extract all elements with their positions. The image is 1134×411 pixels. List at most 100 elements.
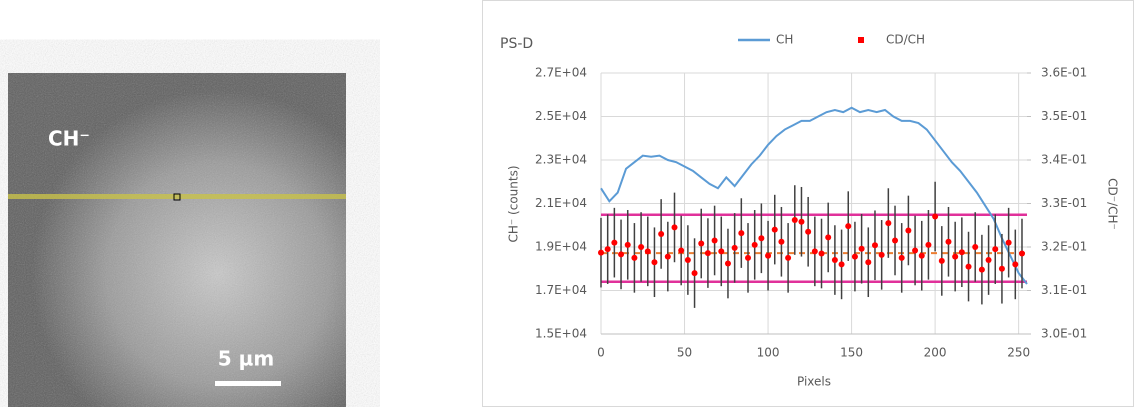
image-label: CH⁻	[48, 127, 90, 151]
ratio-point	[651, 259, 658, 266]
ratio-point	[1005, 239, 1012, 246]
chart-title: PS-D	[500, 36, 533, 52]
ratio-point	[738, 230, 745, 237]
y-tick-label: 1.5E+04	[535, 327, 587, 341]
ratio-point	[912, 247, 919, 254]
ratio-point	[998, 265, 1005, 272]
ratio-point	[698, 240, 705, 247]
ratio-point	[811, 248, 818, 255]
ratio-point	[952, 253, 959, 260]
y2-tick-label: 3.1E-01	[1041, 283, 1087, 297]
y2-tick-label: 3.3E-01	[1041, 196, 1087, 210]
ratio-point	[684, 257, 691, 264]
image-noise	[8, 73, 346, 407]
ratio-point	[1012, 261, 1019, 268]
ratio-point	[831, 257, 838, 264]
y-tick-label: 1.9E+04	[535, 240, 587, 254]
profile-marker	[173, 193, 181, 201]
ratio-point	[604, 246, 611, 253]
ratio-point	[985, 257, 992, 264]
ratio-point	[858, 245, 865, 252]
y-tick-label: 2.5E+04	[535, 109, 587, 123]
y2-tick-label: 3.0E-01	[1041, 327, 1087, 341]
ratio-point	[818, 250, 825, 257]
ratio-point	[865, 259, 872, 266]
y-tick-label: 1.7E+04	[535, 283, 587, 297]
ratio-point	[805, 228, 812, 235]
y-tick-label: 2.1E+04	[535, 196, 587, 210]
y2-tick-label: 3.2E-01	[1041, 240, 1087, 254]
ratio-point	[724, 260, 731, 267]
ratio-point	[992, 246, 999, 253]
scale-bar-label: 5 µm	[218, 347, 274, 371]
y2-tick-label: 3.6E-01	[1041, 66, 1087, 80]
ratio-point	[1018, 250, 1025, 257]
x-tick-label: 200	[924, 346, 947, 360]
ratio-point	[825, 234, 832, 241]
ratio-point	[691, 270, 698, 277]
ratio-point	[624, 241, 631, 248]
ratio-point	[704, 250, 711, 257]
ratio-point	[791, 217, 798, 224]
ratio-point	[972, 244, 979, 250]
y-tick-label: 2.3E+04	[535, 153, 587, 167]
ratio-point	[711, 237, 718, 244]
x-tick-label: 0	[597, 346, 605, 360]
x-tick-label: 250	[1007, 346, 1030, 360]
scale-bar	[215, 381, 281, 386]
ratio-point	[718, 248, 725, 255]
ratio-point	[664, 253, 671, 260]
ratio-point	[978, 266, 985, 273]
ratio-point	[611, 239, 618, 246]
ratio-point	[758, 235, 765, 242]
ratio-point	[638, 244, 645, 250]
ratio-point	[671, 224, 678, 231]
ratio-point	[771, 226, 778, 233]
ratio-point	[598, 249, 604, 256]
ratio-point	[871, 242, 878, 249]
ratio-point	[845, 223, 852, 230]
y-tick-label: 2.7E+04	[535, 66, 587, 80]
ratio-point	[958, 249, 965, 256]
y-axis-title: CH⁻ (counts)	[507, 165, 521, 242]
ratio-point	[745, 254, 752, 261]
ratio-point	[751, 241, 758, 248]
x-axis-title: Pixels	[797, 375, 831, 389]
ch-line	[600, 106, 1028, 285]
ratio-point	[938, 257, 945, 264]
ratio-point	[658, 230, 665, 237]
ratio-point	[898, 254, 905, 261]
ratio-point	[765, 252, 772, 259]
micrograph: CH⁻ 5 µm	[8, 73, 346, 407]
y2-tick-label: 3.5E-01	[1041, 109, 1087, 123]
ratio-point	[885, 220, 892, 227]
y2-axis-title: CD⁻/CH⁻	[1106, 178, 1120, 230]
ratio-point	[851, 253, 858, 260]
ratio-point	[925, 241, 932, 248]
ratio-point	[731, 244, 738, 251]
ratio-point	[798, 218, 805, 225]
ratio-point	[644, 248, 651, 255]
x-tick-label: 100	[757, 346, 780, 360]
y2-tick-label: 3.4E-01	[1041, 153, 1087, 167]
ratio-point	[778, 238, 785, 245]
legend-swatch	[858, 37, 864, 43]
ratio-point	[945, 238, 952, 245]
ratio-point	[932, 213, 939, 220]
ratio-point	[618, 251, 625, 258]
ratio-point	[965, 263, 972, 270]
ratio-point	[918, 252, 925, 259]
ratio-point	[905, 227, 912, 234]
ratio-point	[785, 254, 792, 261]
ratio-point	[892, 237, 899, 244]
line-profile	[8, 194, 346, 199]
ratio-point	[838, 261, 845, 268]
ratio-point	[631, 254, 638, 261]
x-tick-label: 150	[840, 346, 863, 360]
legend-label: CH	[776, 33, 793, 47]
ratio-point	[678, 247, 685, 254]
ratio-point	[878, 251, 885, 258]
legend-label: CD/CH	[886, 33, 925, 47]
